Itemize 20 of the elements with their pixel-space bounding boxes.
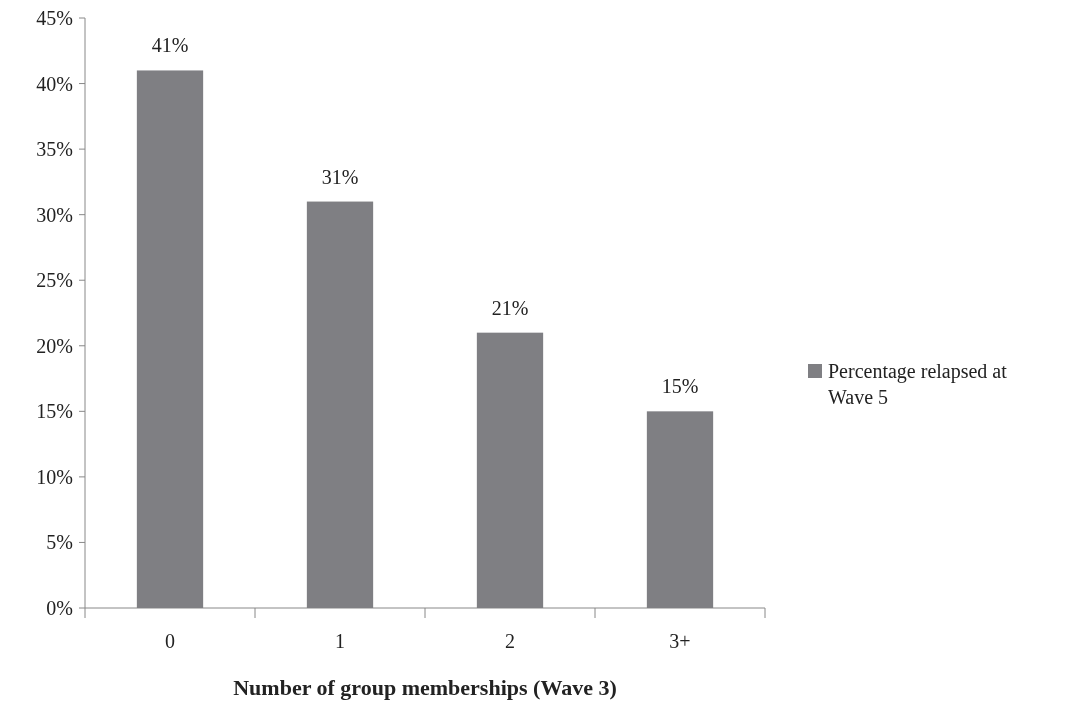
x-tick-label: 2	[505, 630, 515, 652]
y-tick-label: 0%	[46, 597, 73, 619]
y-tick-label: 10%	[36, 465, 73, 488]
y-tick-label: 30%	[36, 203, 73, 226]
x-axis-title: Number of group memberships (Wave 3)	[233, 675, 617, 700]
y-tick-label: 15%	[36, 400, 73, 423]
y-tick-label: 40%	[36, 72, 73, 95]
data-label: 41%	[151, 34, 189, 57]
y-tick-label: 45%	[36, 7, 73, 29]
y-tick-label: 25%	[36, 269, 73, 292]
x-tick-label: 0	[165, 630, 175, 652]
y-tick-label: 35%	[36, 138, 73, 161]
data-label: 21%	[491, 296, 529, 319]
x-tick-label: 1	[335, 630, 345, 652]
data-label: 31%	[321, 165, 359, 188]
data-label: 15%	[661, 375, 699, 398]
x-tick-label: 3+	[669, 630, 691, 652]
y-tick-label: 5%	[46, 531, 73, 554]
y-tick-label: 20%	[36, 334, 73, 357]
legend-label: Percentage relapsed at Wave 5	[828, 360, 1008, 408]
